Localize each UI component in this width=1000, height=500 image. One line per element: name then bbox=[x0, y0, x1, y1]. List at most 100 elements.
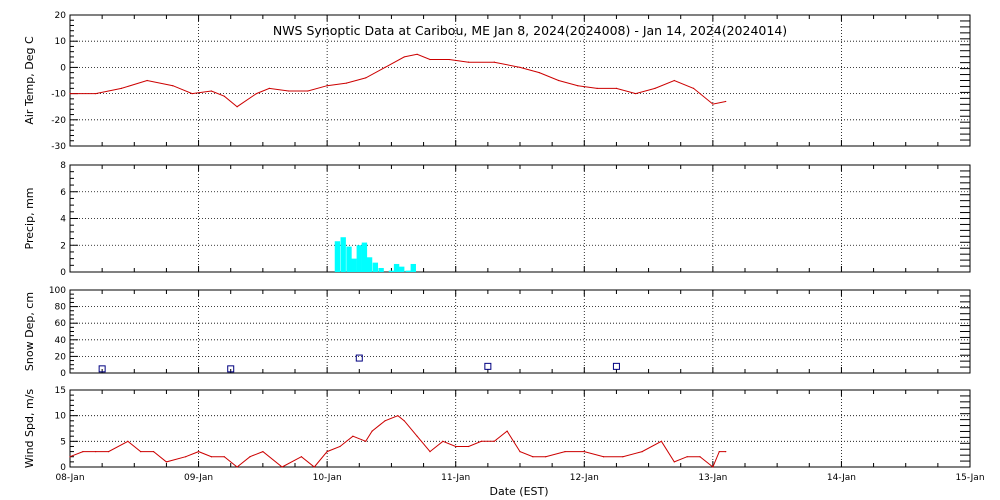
air-temp-point bbox=[673, 79, 675, 82]
air-temp-point bbox=[467, 61, 470, 63]
wind-speed-point bbox=[249, 456, 251, 458]
y-tick-label: -10 bbox=[51, 90, 66, 100]
wind-speed-point bbox=[493, 440, 495, 442]
wind-speed-point bbox=[532, 456, 534, 458]
precip-bar bbox=[366, 257, 373, 272]
air-temp-point bbox=[365, 77, 367, 79]
wind-speed-point bbox=[300, 456, 303, 458]
precip-bar bbox=[334, 241, 341, 272]
precip-bar bbox=[393, 263, 400, 272]
wind-speed-point bbox=[506, 430, 508, 432]
air-temp-point bbox=[120, 87, 123, 89]
x-axis-title: Date (EST) bbox=[489, 485, 548, 498]
air-temp-point bbox=[615, 87, 618, 89]
x-tick-label: 11-Jan bbox=[441, 473, 470, 483]
y-tick-label: -20 bbox=[51, 116, 66, 126]
air-temp-point bbox=[345, 82, 348, 84]
panel-frame bbox=[69, 389, 971, 468]
y-axis-title: Snow Dep, cm bbox=[23, 292, 36, 371]
wind-speed-point bbox=[660, 440, 663, 442]
y-tick-label: 6 bbox=[60, 188, 66, 198]
snow-depth-marker bbox=[227, 365, 235, 373]
wind-speed-point bbox=[725, 451, 727, 453]
panel-1: -30 -20 -10 0 10 20 Air Temp, Deg C bbox=[23, 11, 971, 152]
wind-speed-point bbox=[69, 456, 71, 458]
wind-speed-point bbox=[442, 440, 444, 442]
air-temp-point bbox=[236, 106, 238, 108]
wind-speed-point bbox=[480, 440, 483, 442]
air-temp-point bbox=[429, 58, 431, 61]
wind-speed-point bbox=[185, 456, 187, 458]
wind-speed-point bbox=[602, 456, 605, 458]
wind-speed-point bbox=[313, 466, 315, 468]
y-tick-label: 10 bbox=[55, 412, 67, 422]
air-temp-point bbox=[172, 85, 174, 87]
y-tick-label: 10 bbox=[55, 37, 67, 47]
air-temp-point bbox=[493, 61, 495, 63]
wind-speed-point bbox=[467, 445, 470, 448]
air-temp-point bbox=[635, 93, 637, 95]
wind-speed-point bbox=[95, 451, 97, 453]
panel-3: 0 20 40 60 80 100 Snow Dep, cm bbox=[23, 286, 971, 379]
wind-speed-point bbox=[236, 466, 238, 468]
precip-bar bbox=[388, 270, 395, 272]
panels: -30 -20 -10 0 10 20 Air Temp, Deg C 0 2 4 6 8 Precip… bbox=[23, 11, 971, 473]
precip-bar bbox=[378, 267, 384, 272]
precip-bar bbox=[346, 246, 352, 272]
wind-speed-point bbox=[371, 430, 373, 432]
wind-speed-point bbox=[197, 451, 200, 453]
y-axis-title: Wind Spd, m/s bbox=[23, 389, 36, 469]
wind-speed-point bbox=[564, 451, 566, 453]
air-temp-point bbox=[416, 53, 418, 55]
y-tick-label: 60 bbox=[55, 319, 67, 329]
x-axis-ticks: 08-Jan 09-Jan 10-Jan 11-Jan 12-Jan 13-Jan 14-J… bbox=[55, 473, 984, 483]
air-temp-point bbox=[557, 79, 560, 82]
y-tick-label: 2 bbox=[60, 241, 66, 251]
wind-speed-point bbox=[223, 456, 225, 458]
air-temp-point bbox=[95, 93, 97, 95]
wind-speed-point bbox=[673, 461, 675, 463]
panel-4: 0 5 10 15 Wind Spd, m/s bbox=[23, 386, 971, 473]
y-tick-label: 5 bbox=[60, 437, 66, 447]
wind-speed-point bbox=[365, 440, 367, 442]
x-tick-label: 10-Jan bbox=[313, 473, 342, 483]
wind-speed-point bbox=[262, 451, 264, 453]
wind-speed-point bbox=[429, 451, 431, 453]
air-temp-line bbox=[70, 53, 726, 108]
wind-speed-point bbox=[416, 435, 418, 437]
wind-speed-point bbox=[352, 435, 354, 437]
air-temp-point bbox=[191, 93, 193, 95]
air-temp-point bbox=[223, 95, 225, 97]
wind-speed-point bbox=[545, 456, 547, 458]
wind-speed-point bbox=[326, 451, 328, 453]
air-temp-point bbox=[69, 93, 71, 95]
wind-speed-point bbox=[210, 456, 213, 458]
wind-speed-point bbox=[152, 451, 155, 453]
wind-speed-point bbox=[622, 456, 624, 458]
snow-depth-marker bbox=[612, 362, 620, 370]
air-temp-point bbox=[448, 58, 450, 61]
y-tick-label: 4 bbox=[60, 215, 66, 225]
precip-bar bbox=[340, 237, 346, 272]
wind-speed-point bbox=[281, 466, 283, 468]
y-tick-label: 40 bbox=[55, 336, 67, 346]
snow-depth-marker bbox=[98, 365, 106, 373]
x-tick-label: 08-Jan bbox=[55, 473, 84, 483]
air-temp-point bbox=[146, 79, 148, 82]
wind-speed-point bbox=[384, 420, 386, 422]
air-temp-point bbox=[519, 66, 521, 68]
wind-speed-point bbox=[397, 415, 399, 417]
precip-bar bbox=[356, 245, 362, 272]
air-temp-point bbox=[287, 90, 290, 92]
air-temp-point bbox=[384, 66, 386, 68]
precip-bar bbox=[372, 262, 379, 272]
air-temp-point bbox=[712, 103, 714, 105]
wind-speed-point bbox=[712, 466, 714, 468]
air-temp-point bbox=[268, 87, 270, 89]
air-temp-point bbox=[255, 93, 258, 95]
y-tick-label: 100 bbox=[49, 286, 66, 296]
y-tick-label: 20 bbox=[55, 352, 67, 362]
x-tick-label: 14-Jan bbox=[827, 473, 856, 483]
air-temp-point bbox=[725, 100, 727, 103]
